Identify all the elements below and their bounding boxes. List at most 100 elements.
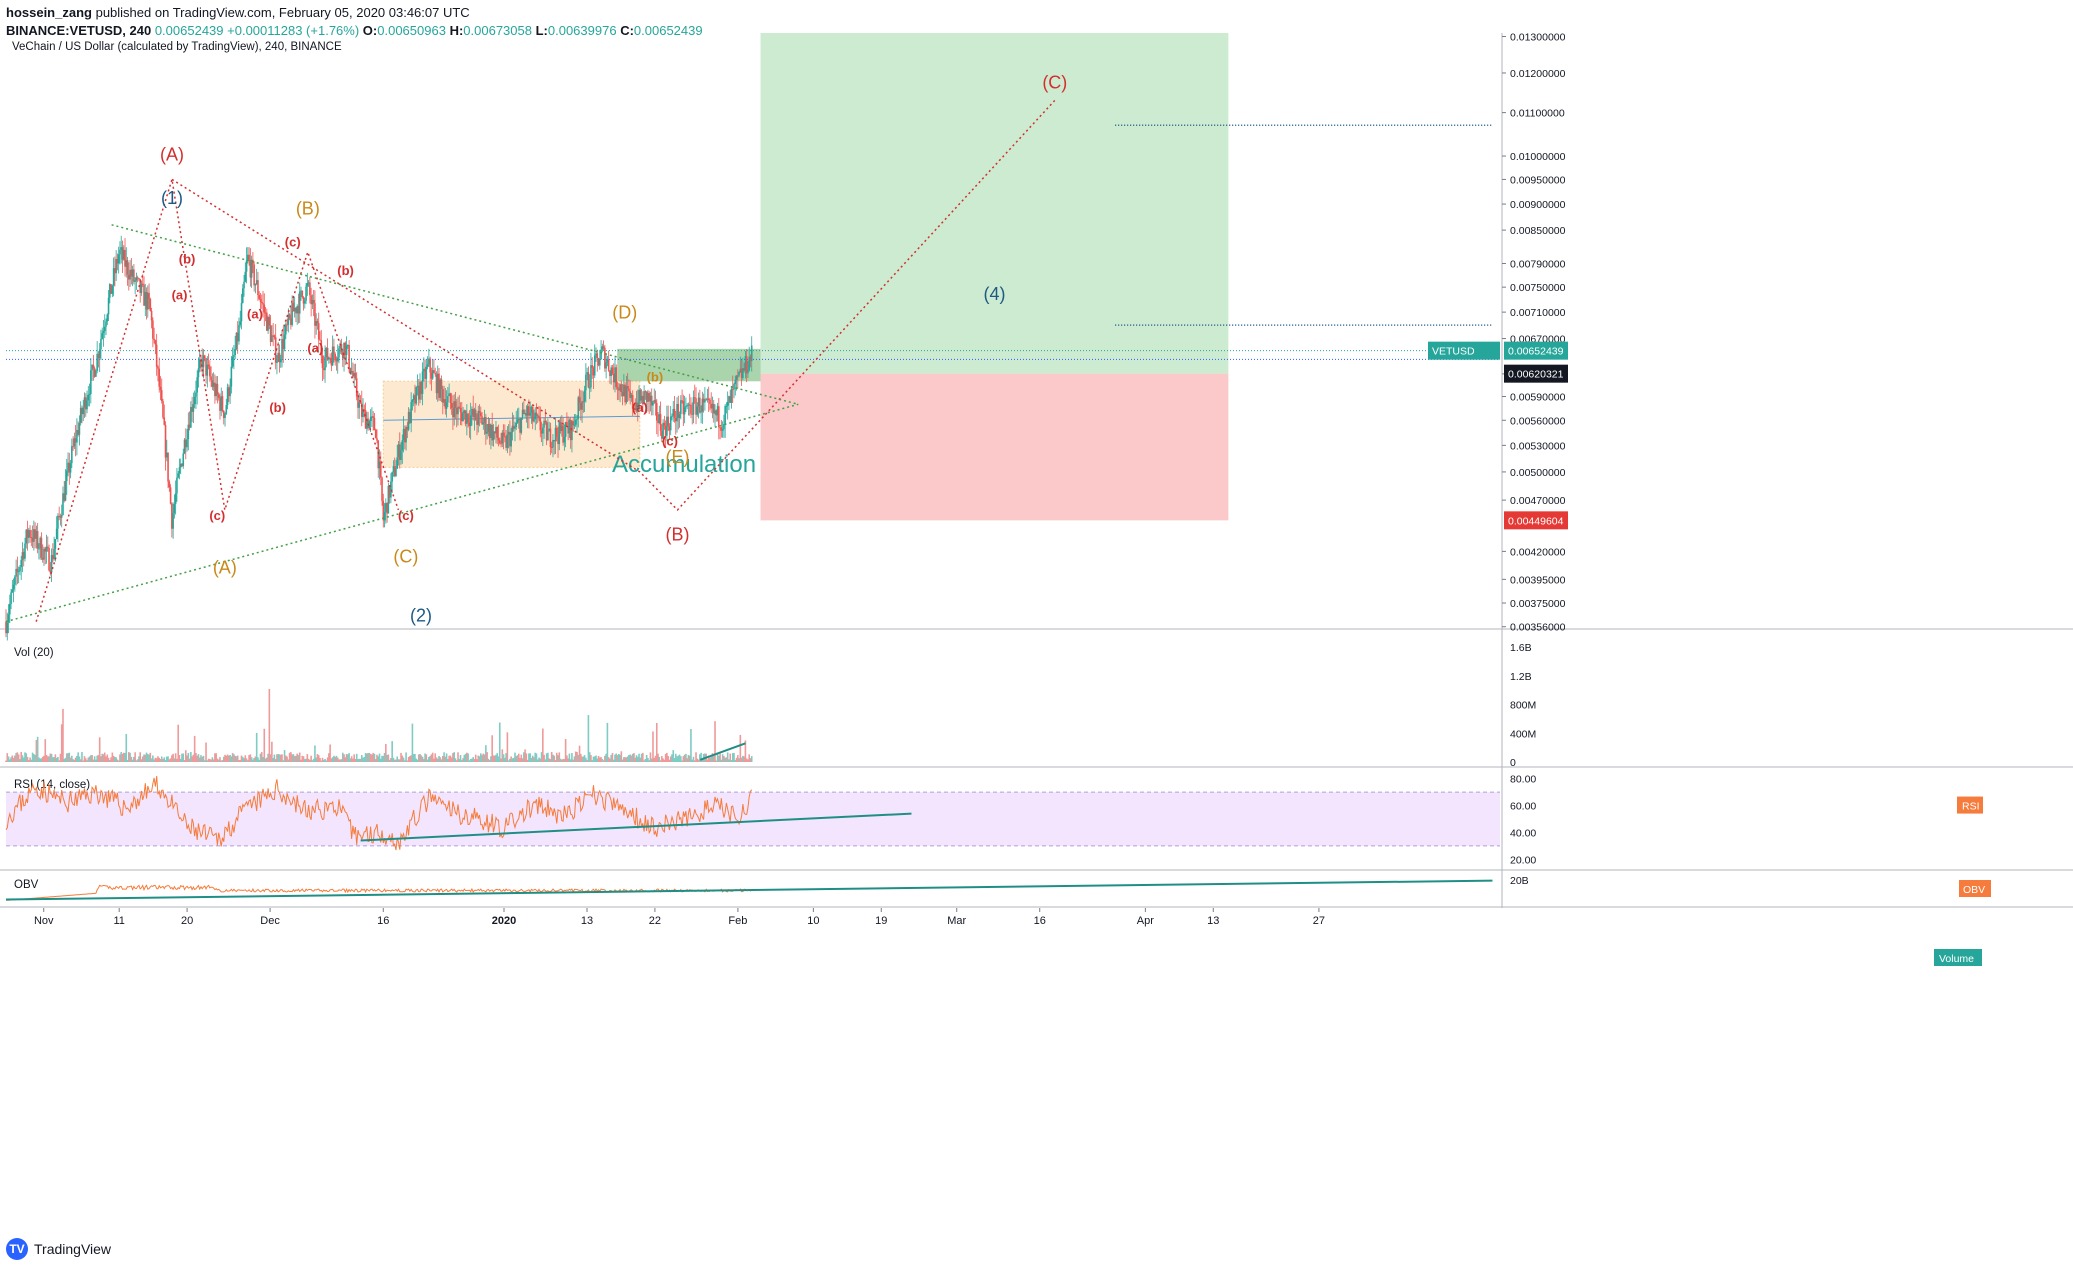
volume-bar [26, 756, 29, 762]
volume-bar [411, 723, 414, 762]
candle-body [111, 285, 114, 294]
volume-bar [719, 753, 721, 762]
candle-body [676, 403, 678, 422]
candle-body [250, 259, 253, 278]
volume-bar [648, 760, 650, 762]
candle-body [158, 368, 160, 387]
volume-bar [310, 755, 312, 762]
candle-body [344, 342, 347, 356]
volume-bar [297, 754, 300, 762]
volume-bar [487, 758, 490, 762]
volume-bar [525, 753, 528, 762]
candle-body [559, 422, 562, 431]
candle-body [705, 399, 707, 401]
volume-bar [744, 740, 747, 762]
candle-body [458, 406, 461, 408]
volume-bar [449, 755, 452, 762]
wave-label: (c) [398, 508, 414, 523]
volume-bar [192, 754, 195, 762]
candle-body [558, 422, 561, 445]
candle-body [697, 397, 700, 407]
candle-body [486, 431, 488, 434]
candle-body [648, 392, 650, 402]
volume-bar [599, 757, 601, 762]
rsi-band [6, 792, 1500, 846]
volume-bar [526, 759, 529, 762]
volume-bar [571, 753, 573, 762]
volume-bar [496, 753, 499, 762]
candle-body [429, 358, 431, 373]
candle-body [91, 364, 93, 371]
candle-body [216, 383, 219, 395]
volume-bar [212, 759, 215, 762]
rsi-tick-label: 60.00 [1510, 801, 1536, 813]
candle-body [271, 335, 273, 342]
candle-body [98, 349, 101, 359]
volume-bar [357, 759, 359, 762]
candle-body [36, 531, 39, 549]
obv-tick-label: 20B [1510, 875, 1529, 887]
volume-tick-label: 1.2B [1510, 671, 1532, 683]
volume-bar [745, 758, 748, 762]
candle-body [747, 370, 749, 374]
candle-body [643, 391, 645, 405]
candle-body [587, 372, 590, 388]
candle-body [131, 269, 134, 277]
candle-body [652, 401, 654, 406]
volume-bar [711, 753, 714, 762]
volume-bar [216, 758, 219, 762]
candle-body [718, 406, 720, 428]
volume-bar [39, 758, 41, 762]
candle-body [368, 420, 371, 429]
candle-body [573, 424, 576, 426]
volume-bar [157, 756, 159, 762]
candle-body [203, 355, 206, 359]
volume-bar [552, 754, 554, 762]
price-tag-value: 0.00620321 [1508, 369, 1564, 381]
volume-bar [88, 756, 91, 762]
volume-bar [311, 760, 314, 762]
volume-bar [655, 723, 658, 762]
volume-bar [143, 754, 145, 762]
candle-body [606, 359, 609, 363]
volume-bar [321, 757, 324, 762]
volume-bar [181, 753, 183, 762]
volume-bar [264, 758, 267, 762]
volume-bar [524, 749, 526, 762]
volume-bar [271, 741, 273, 762]
candle-body [501, 432, 504, 444]
candle-body [26, 529, 29, 538]
candle-body [290, 317, 292, 325]
candle-body [191, 407, 193, 412]
candle-body [125, 260, 128, 267]
candle-body [155, 344, 158, 367]
volume-bar [557, 755, 559, 762]
candle-body [273, 335, 276, 338]
y-tick-label: 0.01000000 [1510, 151, 1566, 163]
candle-body [355, 378, 358, 397]
candle-body [210, 376, 212, 381]
volume-bar [363, 756, 366, 762]
volume-bar [742, 755, 744, 762]
candle-body [343, 342, 345, 359]
candle-body [154, 340, 157, 345]
candle-body [372, 416, 374, 419]
candle-body [359, 402, 362, 404]
volume-bar [287, 759, 290, 762]
candle-body [225, 405, 228, 414]
volume-bar [486, 752, 488, 762]
chart-canvas[interactable]: VeChain / US Dollar (calculated by Tradi… [0, 0, 2073, 1230]
volume-bar [617, 753, 620, 762]
volume-bar [79, 759, 82, 762]
volume-bar [593, 756, 596, 762]
volume-bar [76, 756, 78, 762]
volume-bar [314, 745, 316, 762]
volume-bar [240, 755, 243, 762]
candle-body [397, 444, 400, 458]
footer-brand[interactable]: TV TradingView [6, 1238, 111, 1260]
wave-line [5, 403, 799, 623]
candle-body [644, 391, 647, 393]
author-name[interactable]: hossein_zang [6, 5, 92, 20]
candle-body [539, 417, 542, 431]
volume-bar [35, 739, 38, 762]
